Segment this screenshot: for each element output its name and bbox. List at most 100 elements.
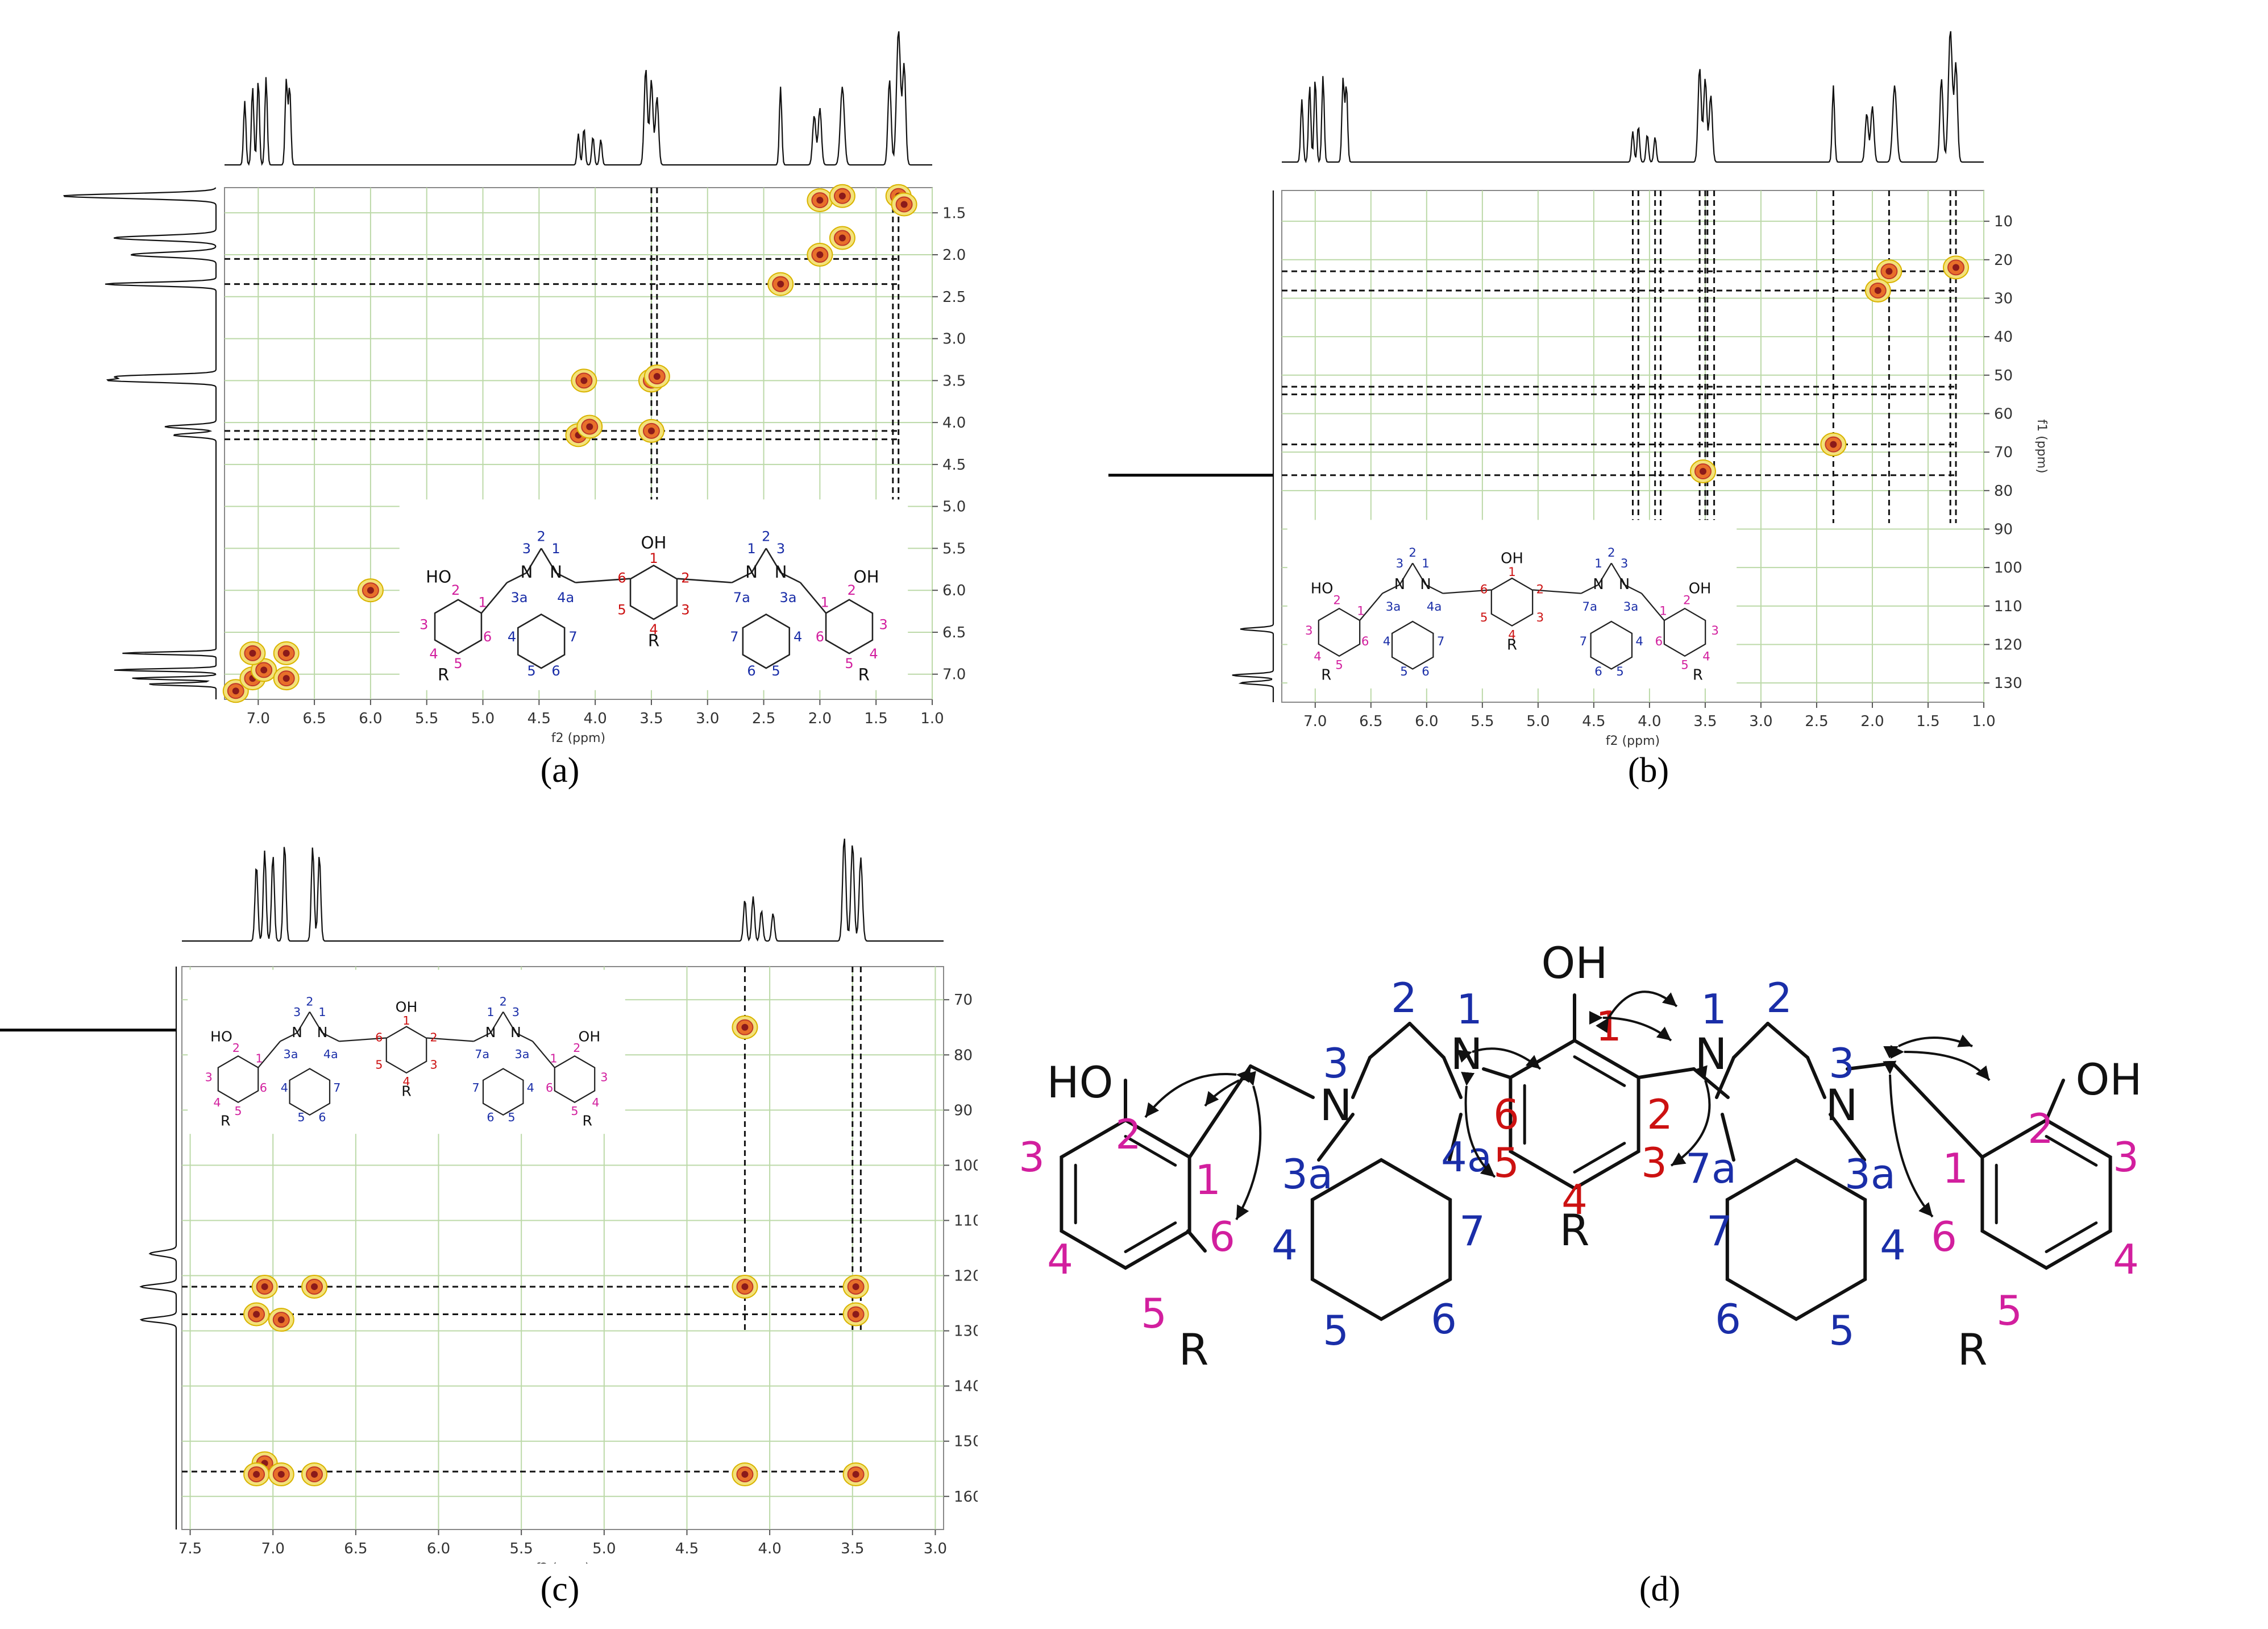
bond	[1186, 1229, 1207, 1253]
atom-label: 6	[1209, 1213, 1235, 1261]
x-tick-label: 5.0	[1526, 713, 1550, 730]
atom-label: 4	[1314, 649, 1322, 664]
y-tick-label: 6.0	[942, 582, 966, 599]
atom-label: 3	[1019, 1133, 1045, 1181]
cross-peak	[1864, 278, 1891, 302]
atom-label: N	[745, 562, 758, 582]
contour-inner	[852, 1283, 859, 1290]
atom-label: 6	[1715, 1295, 1741, 1343]
x-tick-label: 1.5	[1916, 713, 1939, 730]
atom-label: N	[550, 562, 562, 582]
cross-peak	[829, 226, 855, 250]
y-axis-label: f1 (ppm)	[2034, 419, 2049, 473]
inset-background	[1287, 520, 1737, 689]
atom-label: 5	[527, 663, 535, 679]
atom-label: 4	[1047, 1236, 1073, 1283]
bond	[1721, 1113, 1735, 1162]
atom-label: 6	[551, 663, 560, 679]
contour-inner	[277, 1470, 285, 1478]
y-tick-label: 6.5	[942, 624, 966, 641]
contour-inner	[1952, 264, 1959, 271]
bond	[322, 1032, 340, 1042]
hmbc-correlation-arrow	[1461, 1072, 1496, 1178]
contour-inner	[260, 666, 268, 674]
cross-peak	[767, 272, 794, 296]
atom-label: 7	[730, 629, 738, 645]
phenol-ring-left	[1318, 607, 1361, 657]
y-tick-label: 4.0	[942, 414, 966, 432]
atom-label: 2	[451, 582, 460, 598]
atom-label: 1	[1594, 557, 1602, 571]
atom-label: 1	[1942, 1145, 1968, 1192]
caption-c: (c)	[540, 1570, 580, 1609]
contour-inner	[852, 1470, 859, 1478]
atom-label: N	[1320, 1080, 1352, 1130]
atom-label: 6	[816, 629, 824, 645]
atom-label: 2	[1391, 974, 1417, 1022]
bond	[541, 548, 557, 574]
atom-label: 6	[487, 1110, 494, 1124]
y-tick-label: 5.5	[942, 540, 966, 557]
x-tick-label: 6.0	[427, 1540, 450, 1557]
contour-inner	[283, 675, 290, 682]
y-tick-label: 90	[1994, 521, 2013, 538]
central-ring	[1509, 1038, 1640, 1191]
atom-label: 6	[260, 1081, 267, 1095]
atom-label: HO	[1311, 581, 1334, 598]
bond	[1829, 1113, 1866, 1162]
panel-c: 7.5 7.0 6.5 6.0 5.5 5.0 4.5 4.0 3.5 3.0 70 80 90 100 1…	[0, 779, 1008, 1576]
x-tick-label: 7.0	[261, 1540, 285, 1557]
atom-label: 3	[1711, 624, 1719, 638]
cross-peak	[301, 1274, 328, 1299]
atom-label: 5	[845, 656, 853, 672]
bond	[750, 548, 767, 574]
atom-label: 7	[1580, 635, 1588, 649]
atom-label: 6	[375, 1030, 383, 1044]
bond	[1641, 592, 1665, 621]
x-tick-label: 2.5	[752, 710, 775, 727]
atom-label: 6	[1480, 583, 1488, 597]
y-tick-label: 2.5	[942, 289, 966, 306]
x-tick-label: 4.5	[675, 1540, 699, 1557]
x-tick-label: 5.5	[415, 710, 438, 727]
y-tick-label: 140	[954, 1378, 978, 1395]
atom-label: 6	[1422, 665, 1430, 679]
atom-label: N	[1619, 576, 1630, 593]
atom-label: R	[221, 1112, 230, 1129]
contour-inner	[249, 649, 256, 657]
bond	[1351, 1056, 1372, 1099]
cyclohexane-right	[1725, 1158, 1867, 1321]
atom-label: 5	[297, 1110, 305, 1124]
atom-label: 3	[1536, 611, 1544, 625]
atom-label: HO	[1047, 1057, 1114, 1108]
atom-label: 2	[1766, 974, 1792, 1022]
bond	[765, 548, 782, 574]
atom-label: 4	[1702, 649, 1710, 664]
contour-inner	[838, 192, 846, 200]
atom-label: R	[1693, 667, 1703, 684]
bond	[1382, 584, 1400, 594]
bond	[257, 1041, 281, 1068]
bond	[1124, 1135, 1177, 1167]
bond	[1317, 1113, 1355, 1162]
x-tick-label: 1.5	[865, 710, 888, 727]
contour-inner	[741, 1470, 749, 1478]
atom-label: 3a	[515, 1047, 530, 1061]
cross-peak	[732, 1274, 758, 1299]
atom-label: 5	[454, 656, 462, 672]
cross-peak	[243, 1462, 270, 1486]
atom-label: 4	[527, 1081, 534, 1095]
cross-peak	[571, 368, 597, 393]
bond	[1412, 562, 1426, 585]
atom-label: R	[1321, 667, 1331, 684]
atom-label: 1	[1508, 565, 1516, 579]
atom-label: 2	[306, 995, 313, 1009]
bond	[1443, 589, 1492, 594]
x-axis-label: f2 (ppm)	[551, 731, 605, 745]
y-tick-label: 70	[1994, 444, 2013, 461]
y-tick-label: 40	[1994, 329, 2013, 346]
atom-label: OH	[1542, 938, 1608, 988]
atom-label: N	[1394, 576, 1405, 593]
atom-label: 6	[546, 1081, 553, 1095]
x-tick-label: 7.0	[1303, 713, 1327, 730]
